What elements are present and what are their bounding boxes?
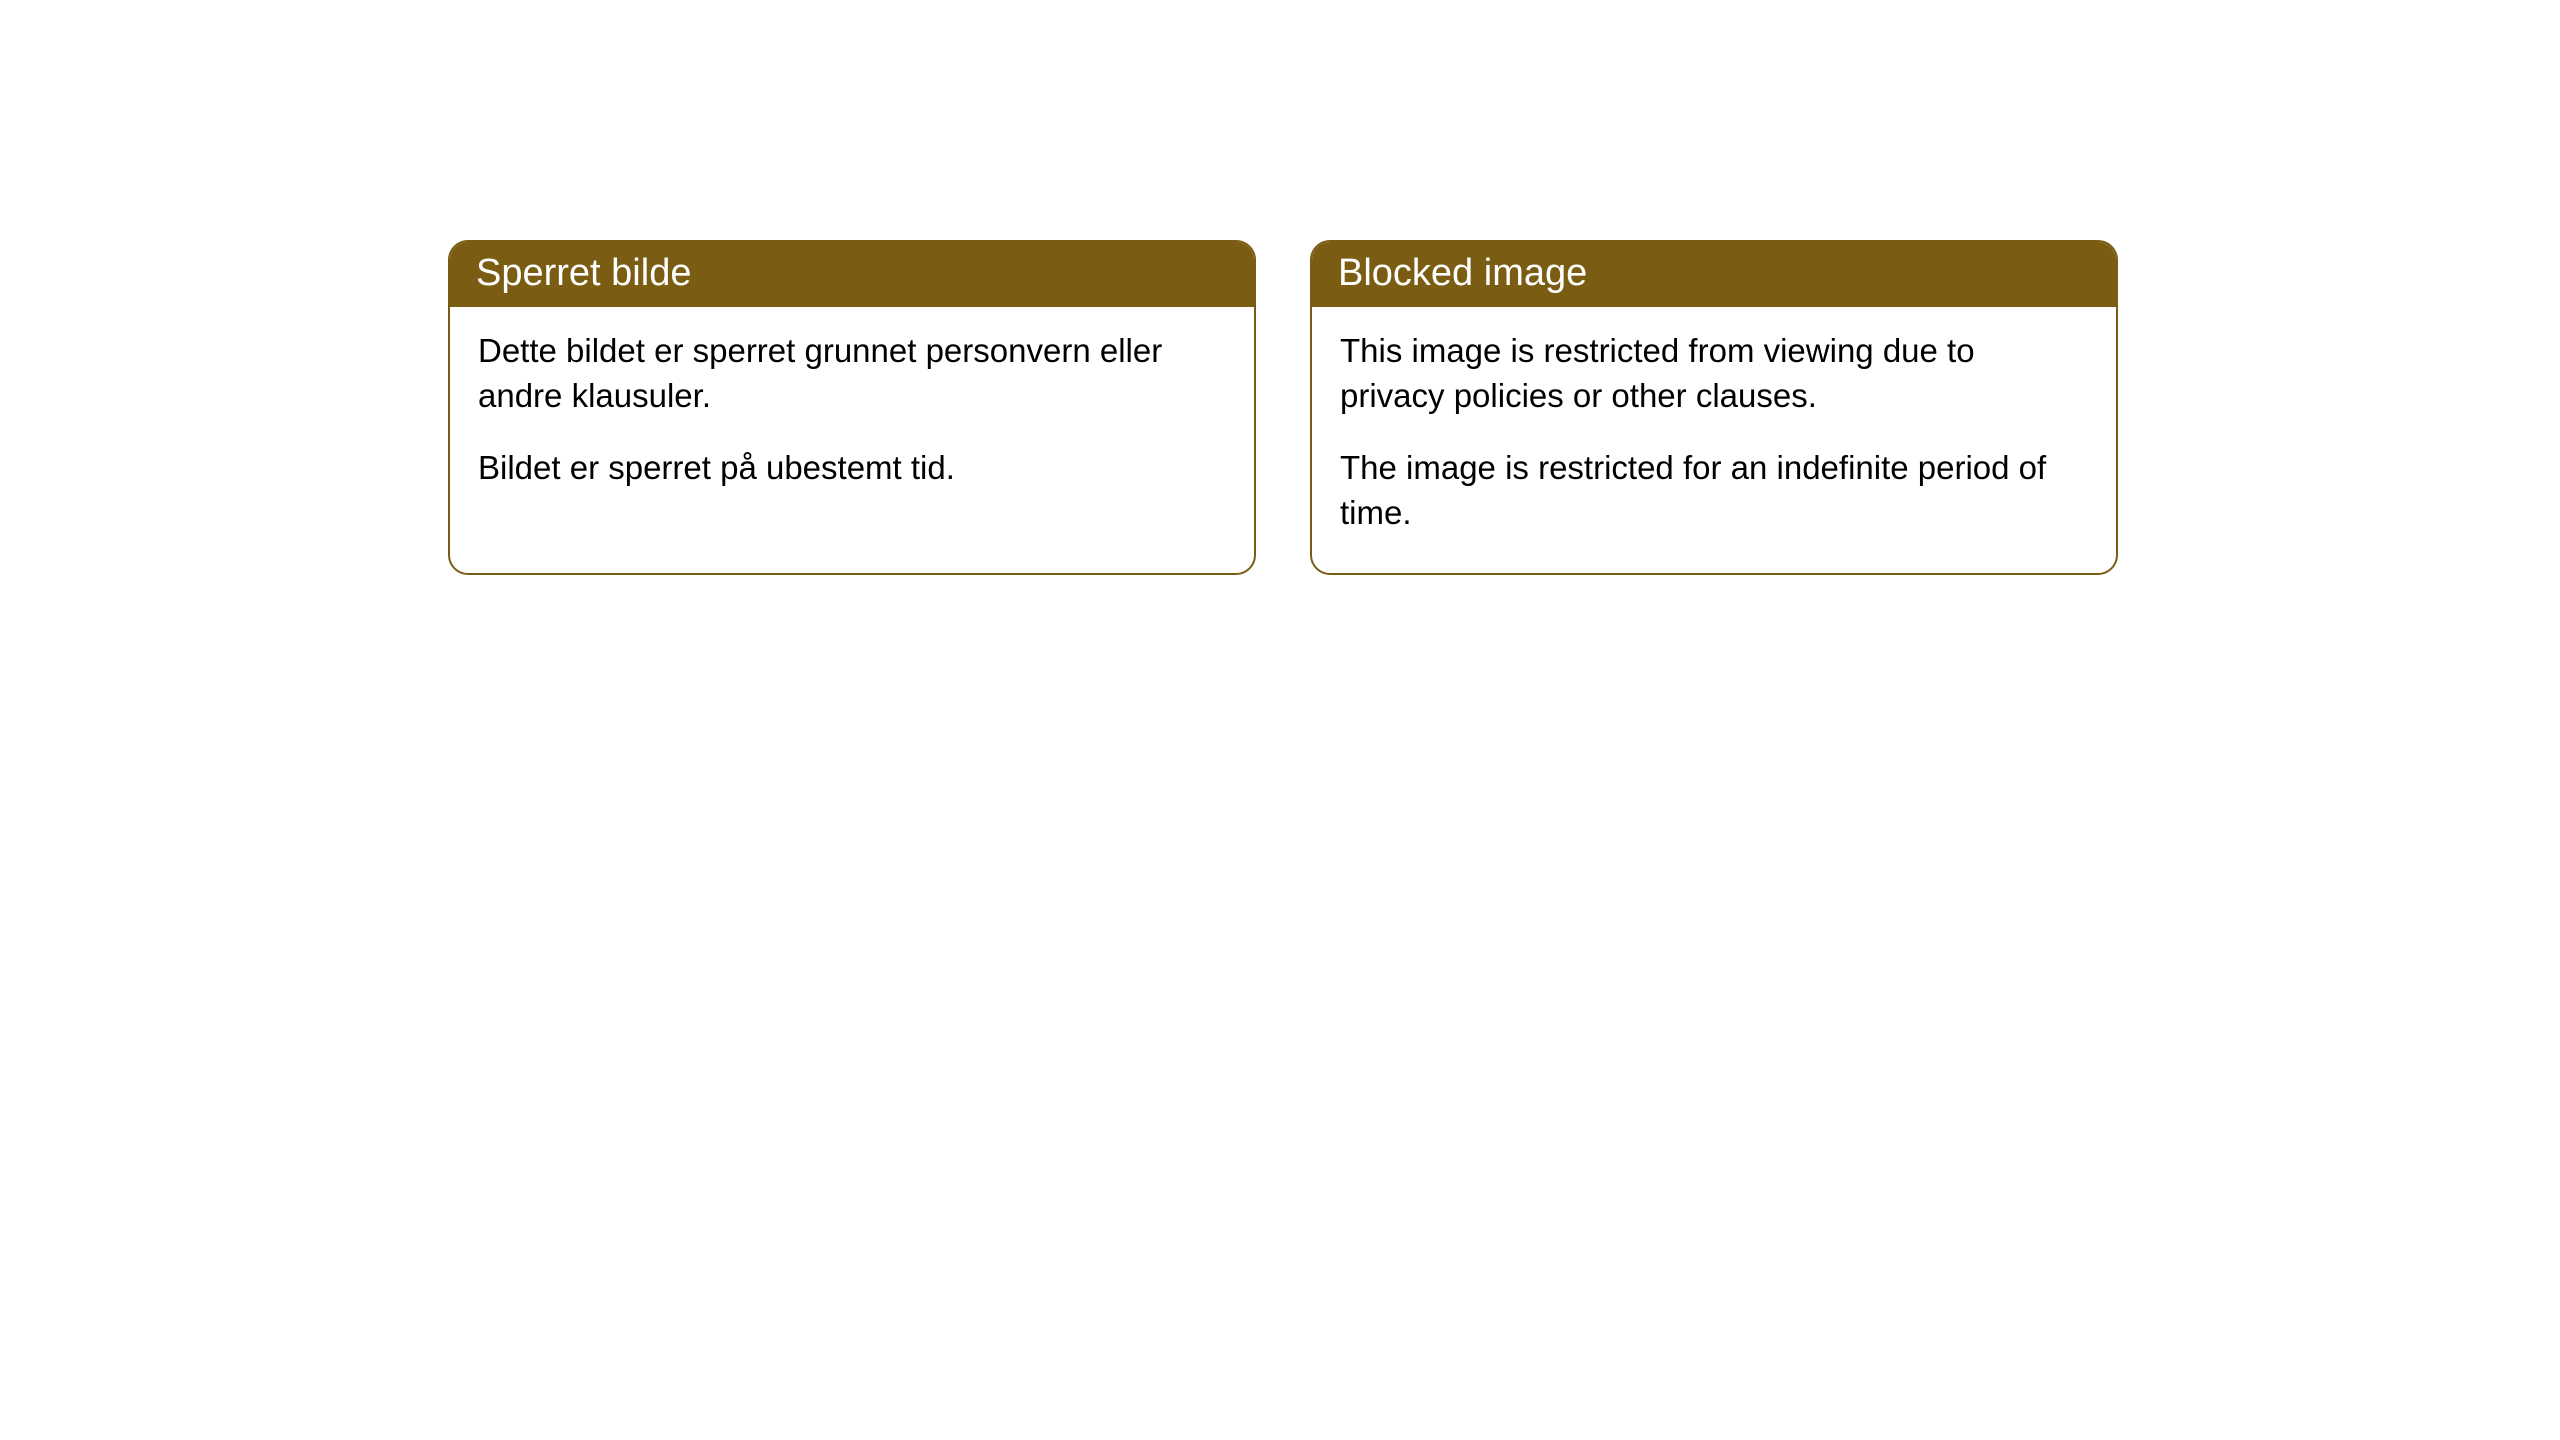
card-text-line: This image is restricted from viewing du…: [1340, 329, 2088, 418]
card-header: Blocked image: [1312, 242, 2116, 307]
notice-container: Sperret bilde Dette bildet er sperret gr…: [448, 240, 2118, 575]
notice-card-english: Blocked image This image is restricted f…: [1310, 240, 2118, 575]
card-text-line: Bildet er sperret på ubestemt tid.: [478, 446, 1226, 491]
card-text-line: Dette bildet er sperret grunnet personve…: [478, 329, 1226, 418]
card-text-line: The image is restricted for an indefinit…: [1340, 446, 2088, 535]
notice-card-norwegian: Sperret bilde Dette bildet er sperret gr…: [448, 240, 1256, 575]
card-body: This image is restricted from viewing du…: [1312, 307, 2116, 573]
card-header: Sperret bilde: [450, 242, 1254, 307]
card-body: Dette bildet er sperret grunnet personve…: [450, 307, 1254, 529]
